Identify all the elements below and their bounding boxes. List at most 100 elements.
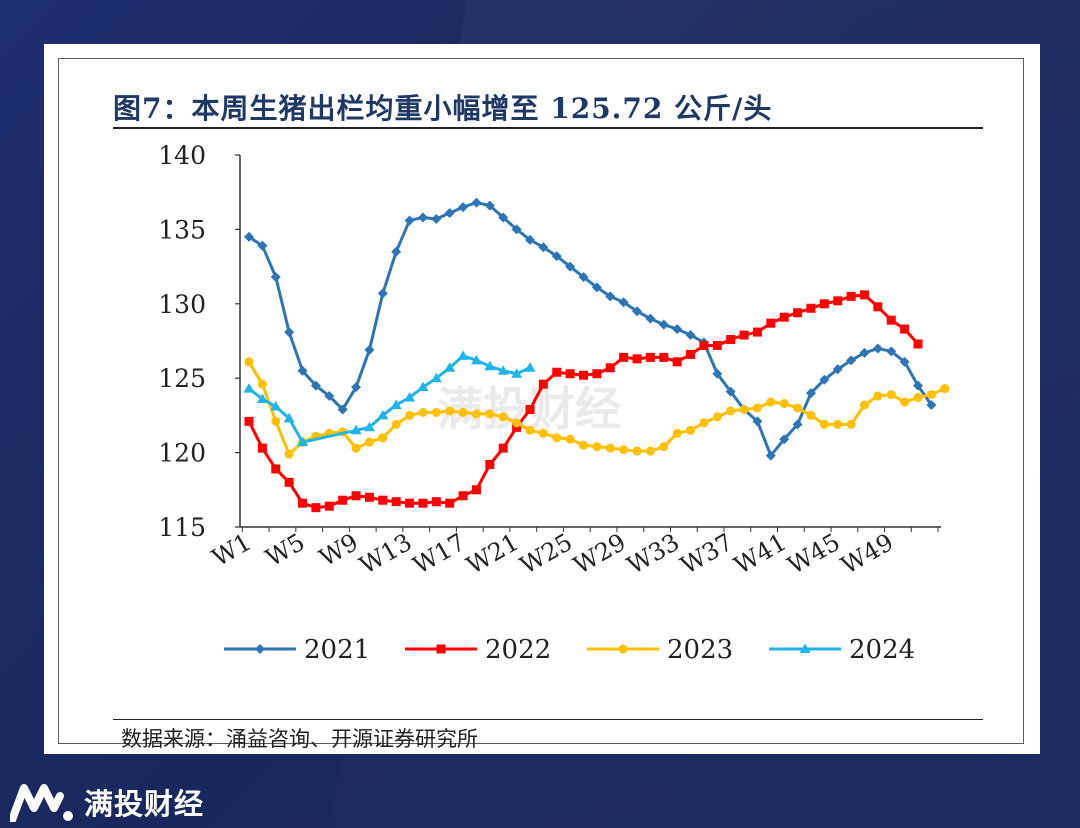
data-point-2021: [926, 399, 937, 410]
data-point-2023: [257, 379, 267, 389]
data-point-2023: [686, 425, 696, 435]
data-point-2022: [592, 369, 602, 379]
data-point-2022: [364, 492, 374, 502]
data-point-2022: [538, 379, 548, 389]
data-point-2022: [873, 302, 883, 312]
data-point-2022: [726, 335, 736, 345]
data-point-2024: [270, 400, 282, 411]
data-point-2022: [391, 497, 401, 507]
data-point-2022: [833, 296, 843, 306]
data-point-2021: [819, 374, 830, 385]
data-point-2021: [712, 368, 723, 379]
data-point-2023: [458, 407, 468, 417]
data-point-2022: [779, 312, 789, 322]
data-point-2021: [779, 434, 790, 445]
data-point-2021: [257, 240, 268, 251]
legend-marker-2023: [618, 644, 628, 654]
data-point-2021: [591, 282, 602, 293]
data-point-2023: [726, 406, 736, 416]
data-point-2022: [418, 498, 428, 508]
data-point-2023: [525, 425, 535, 435]
data-point-2022: [338, 495, 348, 505]
data-point-2023: [940, 384, 950, 394]
y-tick-label: 135: [158, 215, 206, 244]
data-point-2021: [538, 242, 549, 253]
data-point-2022: [900, 324, 910, 334]
data-point-2024: [524, 362, 536, 372]
data-point-2023: [672, 428, 682, 438]
data-point-2023: [645, 446, 655, 456]
data-point-2023: [565, 434, 575, 444]
x-tick-label: W21: [462, 528, 524, 580]
data-point-2024: [457, 350, 469, 360]
data-point-2022: [498, 443, 508, 453]
data-point-2022: [525, 404, 535, 414]
data-point-2021: [832, 364, 843, 375]
data-point-2023: [913, 393, 923, 403]
data-point-2022: [793, 308, 803, 318]
data-point-2023: [873, 391, 883, 401]
data-point-2024: [444, 362, 456, 372]
data-point-2021: [872, 343, 883, 354]
data-point-2022: [298, 498, 308, 508]
data-point-2023: [284, 449, 294, 459]
x-tick-label: W5: [261, 528, 310, 572]
data-point-2023: [552, 433, 562, 443]
data-point-2021: [270, 272, 281, 283]
data-point-2021: [886, 346, 897, 357]
data-point-2024: [511, 368, 523, 378]
data-point-2024: [470, 354, 482, 365]
data-point-2021: [846, 355, 857, 366]
data-point-2022: [619, 352, 629, 362]
data-point-2022: [378, 495, 388, 505]
data-point-2024: [256, 393, 268, 404]
x-tick-label: W25: [515, 528, 577, 580]
data-point-2023: [846, 419, 856, 429]
data-point-2021: [672, 324, 683, 335]
data-point-2024: [283, 412, 295, 423]
data-point-2022: [886, 315, 896, 325]
data-point-2021: [578, 272, 589, 283]
figure-frame: 图7：本周生猪出栏均重小幅增至 125.72 公斤/头 满投财经 115 120 12…: [58, 58, 1024, 751]
data-point-2021: [337, 404, 348, 415]
x-tick-label: W49: [836, 528, 898, 580]
data-point-2021: [417, 212, 428, 223]
x-tick-label: W17: [408, 528, 470, 580]
data-point-2023: [900, 397, 910, 407]
data-point-2023: [351, 443, 361, 453]
data-point-2023: [833, 419, 843, 429]
data-point-2023: [806, 410, 816, 420]
data-point-2022: [806, 303, 816, 313]
data-point-2022: [632, 354, 642, 364]
data-point-2022: [712, 340, 722, 350]
data-point-2024: [350, 424, 362, 435]
x-tick-label: W9: [314, 528, 363, 572]
data-point-2021: [792, 419, 803, 430]
brand-bar: 满投财经: [10, 782, 204, 822]
data-point-2022: [351, 491, 361, 501]
data-point-2023: [819, 419, 829, 429]
data-point-2023: [431, 407, 441, 417]
x-tick-label: W45: [783, 528, 845, 580]
data-point-2022: [766, 318, 776, 328]
data-point-2021: [524, 234, 535, 245]
data-point-2022: [672, 357, 682, 367]
data-point-2023: [418, 407, 428, 417]
legend-label-2024: 2024: [849, 635, 915, 665]
data-point-2021: [899, 356, 910, 367]
data-point-2022: [565, 369, 575, 379]
data-point-2022: [846, 291, 856, 301]
data-point-2023: [471, 409, 481, 419]
data-point-2021: [725, 386, 736, 397]
data-point-2023: [512, 418, 522, 428]
data-point-2021: [484, 200, 495, 211]
data-point-2023: [364, 437, 374, 447]
data-point-2023: [271, 416, 281, 426]
data-point-2023: [659, 442, 669, 452]
data-point-2021: [444, 208, 455, 219]
data-point-2023: [632, 446, 642, 456]
data-point-2021: [551, 251, 562, 262]
data-point-2022: [485, 460, 495, 470]
data-point-2022: [859, 290, 869, 300]
data-point-2024: [377, 409, 389, 420]
